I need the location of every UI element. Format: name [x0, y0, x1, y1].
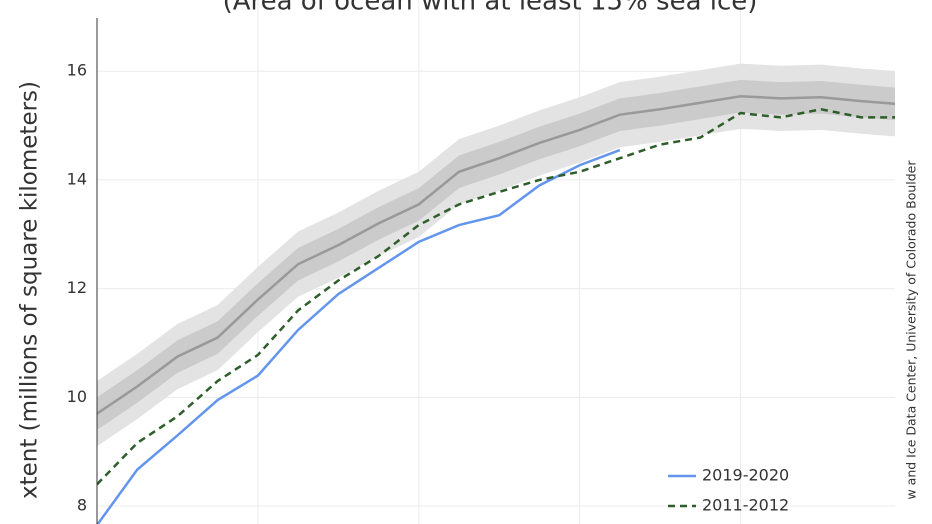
plot-area — [97, 0, 895, 524]
range-band — [97, 63, 895, 447]
credit: w and Ice Data Center, University of Col… — [904, 160, 919, 500]
legend-label: 2011-2012 — [702, 496, 789, 515]
series-line — [97, 107, 895, 486]
y-tick-label: 12 — [67, 278, 87, 297]
range-band — [97, 79, 895, 430]
y-tick-label: 16 — [67, 61, 87, 80]
y-tick-label: 14 — [67, 169, 87, 188]
y-tick-label: 8 — [77, 496, 87, 515]
chart-title: (Area of ocean with at least 15% sea ice… — [223, 0, 758, 17]
y-tick-label: 10 — [67, 387, 87, 406]
median-line — [97, 94, 895, 415]
series-line — [97, 148, 621, 524]
y-axis-label: xtent (millions of square kilometers) — [17, 81, 43, 499]
legend-label: 2019-2020 — [702, 466, 789, 485]
